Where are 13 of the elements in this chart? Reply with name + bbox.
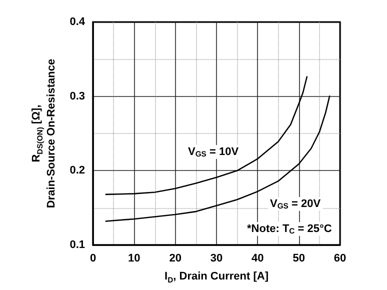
x-tick-label: 50 [292,252,305,264]
line-series [104,94,330,222]
x-tick-label: 40 [252,252,264,264]
y-tick-label: 0.2 [70,164,85,177]
x-tick-label: 60 [334,252,346,264]
y-tick-label: 0.1 [70,239,85,251]
x-tick-label: 0 [90,252,96,264]
line-series [104,76,308,196]
x-tick-label: 10 [128,252,140,264]
y-tick-label: 0.4 [70,16,86,28]
x-tick-label: 30 [210,252,223,264]
y-tick-label: 0.3 [70,90,85,102]
x-tick-label: 20 [169,252,182,264]
